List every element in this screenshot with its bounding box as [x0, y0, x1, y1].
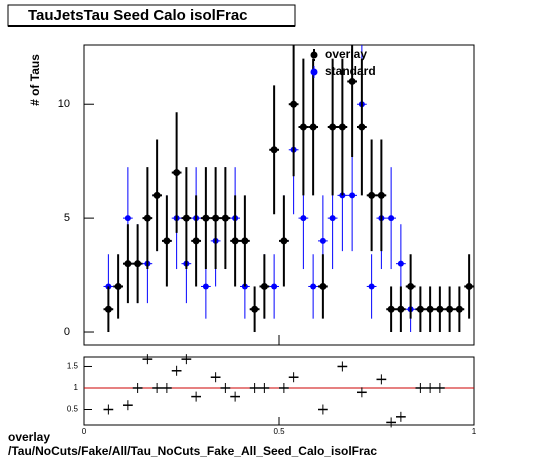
ratio-y-tick-label: 1.5 [67, 362, 79, 371]
marker [329, 215, 336, 222]
marker [387, 305, 395, 313]
footer-line: overlay [8, 430, 50, 444]
marker [124, 215, 131, 222]
marker [280, 237, 288, 245]
marker [436, 305, 444, 313]
x-tick-label: 0.5 [273, 427, 285, 436]
marker [368, 283, 375, 290]
marker [114, 282, 122, 290]
title-shadow [8, 25, 295, 27]
footer-line: /Tau/NoCuts/Fake/All/Tau_NoCuts_Fake_All… [8, 444, 377, 458]
marker [212, 214, 220, 222]
marker [124, 260, 132, 268]
ratio-y-tick-label: 1 [74, 383, 79, 392]
marker [173, 169, 181, 177]
marker [202, 214, 210, 222]
marker [153, 191, 161, 199]
marker [143, 214, 151, 222]
y-tick-label: 5 [64, 212, 70, 224]
marker [319, 282, 327, 290]
marker [446, 305, 454, 313]
marker [163, 237, 171, 245]
marker [465, 282, 473, 290]
marker [329, 123, 337, 131]
chart-title: TauJetsTau Seed Calo isolFrac [28, 7, 248, 24]
x-tick-label: 0 [82, 427, 87, 436]
x-tick-label: 1 [472, 427, 477, 436]
legend-label: standard [325, 64, 376, 78]
marker [202, 283, 209, 290]
marker [348, 77, 356, 85]
legend-label: overlay [325, 47, 367, 61]
marker [221, 214, 229, 222]
marker [300, 215, 307, 222]
marker [349, 192, 356, 199]
marker [338, 123, 346, 131]
marker [426, 305, 434, 313]
ratio-y-tick-label: 0.5 [67, 405, 79, 414]
marker [368, 191, 376, 199]
y-axis-label: # of Taus [28, 54, 42, 106]
marker [251, 305, 259, 313]
marker [290, 100, 298, 108]
marker [270, 146, 278, 154]
y-tick-label: 0 [64, 326, 70, 338]
marker [134, 260, 142, 268]
marker [358, 123, 366, 131]
marker [397, 305, 405, 313]
marker [309, 123, 317, 131]
marker [299, 123, 307, 131]
marker [397, 260, 404, 267]
marker [260, 282, 268, 290]
marker [182, 214, 190, 222]
marker [310, 283, 317, 290]
marker [271, 283, 278, 290]
y-tick-label: 10 [58, 98, 70, 110]
marker [388, 215, 395, 222]
marker [192, 237, 200, 245]
marker [319, 237, 326, 244]
marker [231, 237, 239, 245]
marker [104, 305, 112, 313]
marker [377, 191, 385, 199]
marker [416, 305, 424, 313]
marker [241, 237, 249, 245]
marker [455, 305, 463, 313]
marker [407, 282, 415, 290]
